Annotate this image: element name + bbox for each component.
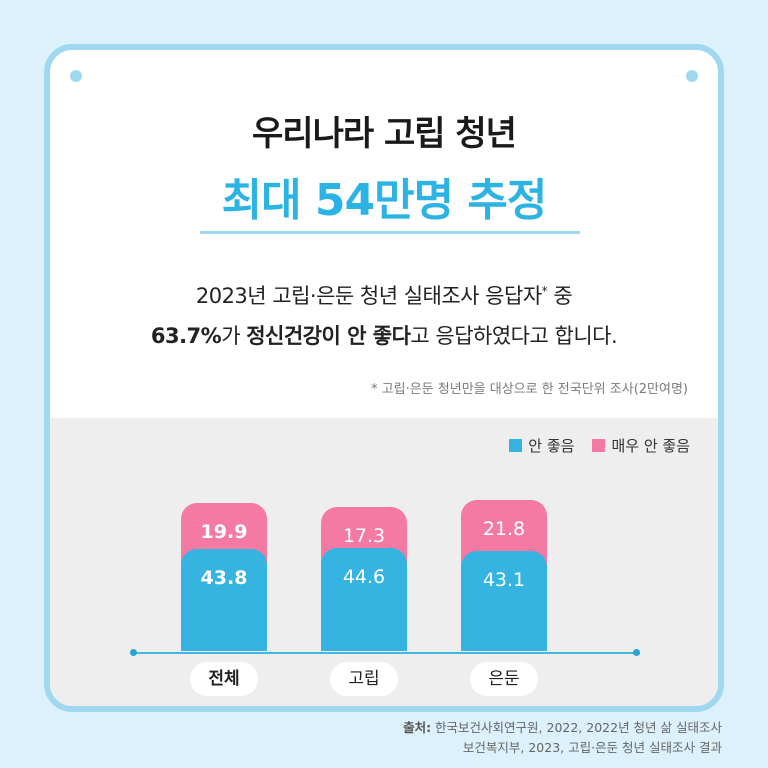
x-axis-line xyxy=(132,652,640,654)
label-very-bad-0: 19.9 xyxy=(200,521,248,544)
description-line1: 2023년 고립·은둔 청년 실태조사 응답자* 중 xyxy=(50,280,718,310)
label-very-bad-2: 21.8 xyxy=(482,518,526,541)
bar-not-good-1 xyxy=(321,547,407,651)
x-axis-dot-right xyxy=(633,649,640,656)
label-not-good-1: 44.6 xyxy=(342,565,386,588)
x-axis-dot-left xyxy=(130,649,137,656)
corner-dot-right xyxy=(686,70,698,82)
footnote: * 고립·은둔 청년만을 대상으로 한 전국단위 조사(2만여명) xyxy=(371,382,688,397)
bar-not-good-0 xyxy=(181,549,267,651)
chart-area: 안 좋음 매우 안 좋음 19.9 43.8 전체 17.3 44.6 고립 21.8 43.… xyxy=(50,418,718,706)
label-very-bad-1: 17.3 xyxy=(342,525,386,548)
bar-not-good-2 xyxy=(461,551,547,651)
source-line1: 한국보건사회연구원, 2022, 2022년 청년 삶 실태조사 xyxy=(431,720,722,735)
description-line1-end: 중 xyxy=(547,284,573,308)
description-line2-mid: 가 xyxy=(221,324,247,348)
highlight-phrase: 정신건강이 안 좋다 xyxy=(246,324,411,348)
legend-swatch-very-bad xyxy=(592,439,606,452)
legend-label-not-good: 안 좋음 xyxy=(528,437,575,455)
source-label: 출처: xyxy=(403,720,432,735)
x-tick-0: 전체 xyxy=(190,662,258,696)
title-divider xyxy=(200,231,580,234)
legend-item-very-bad: 매우 안 좋음 xyxy=(592,435,690,456)
label-not-good-2: 43.1 xyxy=(482,569,526,591)
description-line2-end: 고 응답하였다고 합니다. xyxy=(410,324,618,348)
legend-label-very-bad: 매우 안 좋음 xyxy=(611,437,690,455)
source-note: 출처: 한국보건사회연구원, 2022, 2022년 청년 삶 실태조사 보건복… xyxy=(403,718,722,758)
infographic-card: 우리나라 고립 청년 최대 54만명 추정 2023년 고립·은둔 청년 실태조… xyxy=(44,44,724,712)
description-line1-text: 2023년 고립·은둔 청년 실태조사 응답자 xyxy=(195,284,542,308)
legend-item-not-good: 안 좋음 xyxy=(509,435,574,456)
x-tick-2: 은둔 xyxy=(470,662,538,696)
footnote-mark: * xyxy=(541,284,548,298)
chart-legend: 안 좋음 매우 안 좋음 xyxy=(509,435,690,456)
label-not-good-0: 43.8 xyxy=(200,567,248,590)
legend-swatch-not-good xyxy=(509,439,523,452)
x-tick-1: 고립 xyxy=(330,662,398,696)
title-line2: 최대 54만명 추정 xyxy=(221,175,548,226)
title-line1: 우리나라 고립 청년 xyxy=(252,114,517,154)
description-line2: 63.7%가 정신건강이 안 좋다고 응답하였다고 합니다. xyxy=(50,320,718,350)
source-line2: 보건복지부, 2023, 고립·은둔 청년 실태조사 결과 xyxy=(462,740,722,755)
highlight-percent: 63.7% xyxy=(150,324,222,348)
corner-dot-left xyxy=(70,70,82,82)
